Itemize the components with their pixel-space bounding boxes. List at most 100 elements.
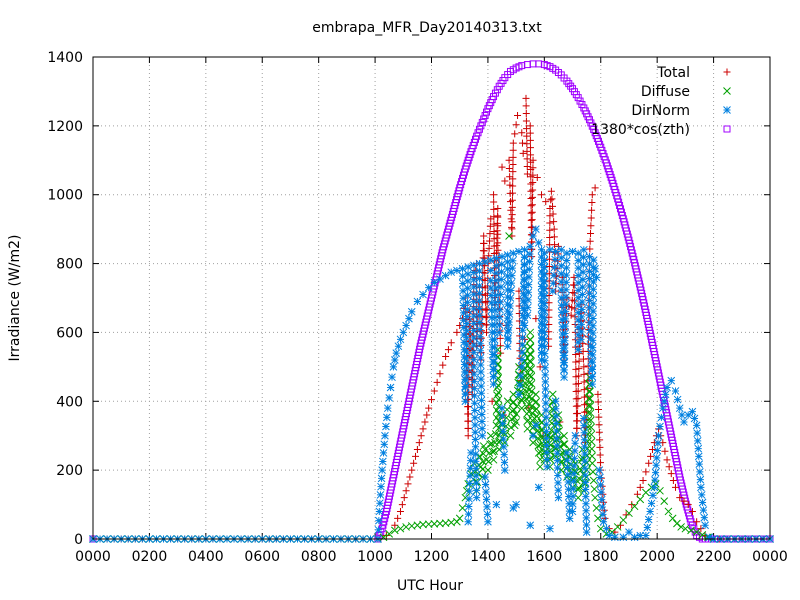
data-point <box>574 279 583 287</box>
data-point <box>571 305 579 313</box>
data-point <box>378 457 387 466</box>
data-point <box>382 422 390 431</box>
data-point <box>540 314 549 322</box>
data-point <box>548 287 557 295</box>
data-point <box>595 466 604 474</box>
data-point <box>541 370 550 379</box>
data-point <box>509 168 517 176</box>
data-point <box>491 321 499 329</box>
data-point <box>475 318 484 327</box>
data-point <box>596 451 604 459</box>
data-point <box>518 341 527 349</box>
data-point <box>585 252 594 261</box>
data-point <box>497 283 505 291</box>
data-point <box>477 375 485 383</box>
data-point <box>700 513 709 522</box>
data-point <box>646 507 654 516</box>
data-point <box>477 389 486 398</box>
data-point <box>495 321 504 329</box>
data-point <box>529 186 537 194</box>
data-point <box>561 300 570 309</box>
data-point <box>463 291 472 300</box>
data-point <box>458 272 467 280</box>
data-point <box>469 326 478 335</box>
data-point <box>490 227 498 235</box>
data-point <box>542 420 551 429</box>
data-point <box>630 502 639 511</box>
data-point <box>469 319 478 328</box>
data-point <box>527 187 535 195</box>
data-point <box>465 479 474 488</box>
data-point <box>510 406 518 414</box>
data-point <box>472 479 481 488</box>
data-point <box>585 296 594 305</box>
data-point <box>538 418 546 427</box>
data-point <box>552 412 560 420</box>
data-point <box>625 509 633 518</box>
data-point <box>554 479 562 487</box>
data-point <box>538 306 547 315</box>
data-point <box>579 268 587 277</box>
data-point <box>425 404 433 412</box>
data-point <box>557 278 566 286</box>
data-point <box>585 267 594 276</box>
data-point <box>560 358 569 367</box>
data-point <box>545 291 553 299</box>
data-point <box>591 264 599 273</box>
data-point <box>500 466 509 474</box>
data-point <box>582 506 590 515</box>
data-point <box>526 144 534 152</box>
data-point <box>509 153 517 161</box>
data-point <box>554 486 563 495</box>
data-point <box>423 411 431 419</box>
data-point <box>509 249 518 258</box>
data-point <box>490 328 499 337</box>
data-point <box>527 379 536 388</box>
data-point <box>497 267 506 276</box>
data-point <box>588 191 596 199</box>
data-point <box>653 446 662 455</box>
data-point <box>591 184 599 192</box>
legend-marker <box>723 87 731 95</box>
data-point <box>488 397 496 405</box>
data-point <box>464 270 472 278</box>
data-point <box>701 521 709 530</box>
data-point <box>512 121 520 129</box>
data-point <box>579 414 588 423</box>
data-point <box>520 291 529 300</box>
data-point <box>525 273 533 281</box>
data-point <box>692 421 701 430</box>
data-point <box>588 452 596 460</box>
data-point <box>494 239 502 247</box>
data-point <box>490 358 498 366</box>
data-point <box>471 421 479 429</box>
data-point <box>581 492 590 501</box>
data-point <box>436 370 444 378</box>
data-point <box>475 311 484 320</box>
data-point <box>472 493 481 502</box>
data-point <box>564 492 573 501</box>
data-point <box>540 299 549 308</box>
data-point <box>546 226 554 234</box>
data-point <box>526 242 535 251</box>
data-point <box>469 312 478 320</box>
data-point <box>394 342 403 351</box>
data-point <box>383 404 392 413</box>
data-point <box>535 60 543 68</box>
data-point <box>580 443 589 451</box>
data-point <box>490 447 499 456</box>
data-point <box>540 285 549 294</box>
legend-label: Total <box>656 65 690 81</box>
data-point <box>651 476 659 484</box>
data-point <box>630 533 639 542</box>
data-point <box>527 180 535 188</box>
data-point <box>465 487 474 496</box>
data-point <box>588 198 596 206</box>
data-point <box>509 175 517 183</box>
data-point <box>550 271 558 280</box>
data-point <box>377 474 386 483</box>
data-point <box>569 288 577 296</box>
data-point <box>594 398 602 406</box>
data-point <box>484 517 492 526</box>
data-point <box>561 336 569 345</box>
